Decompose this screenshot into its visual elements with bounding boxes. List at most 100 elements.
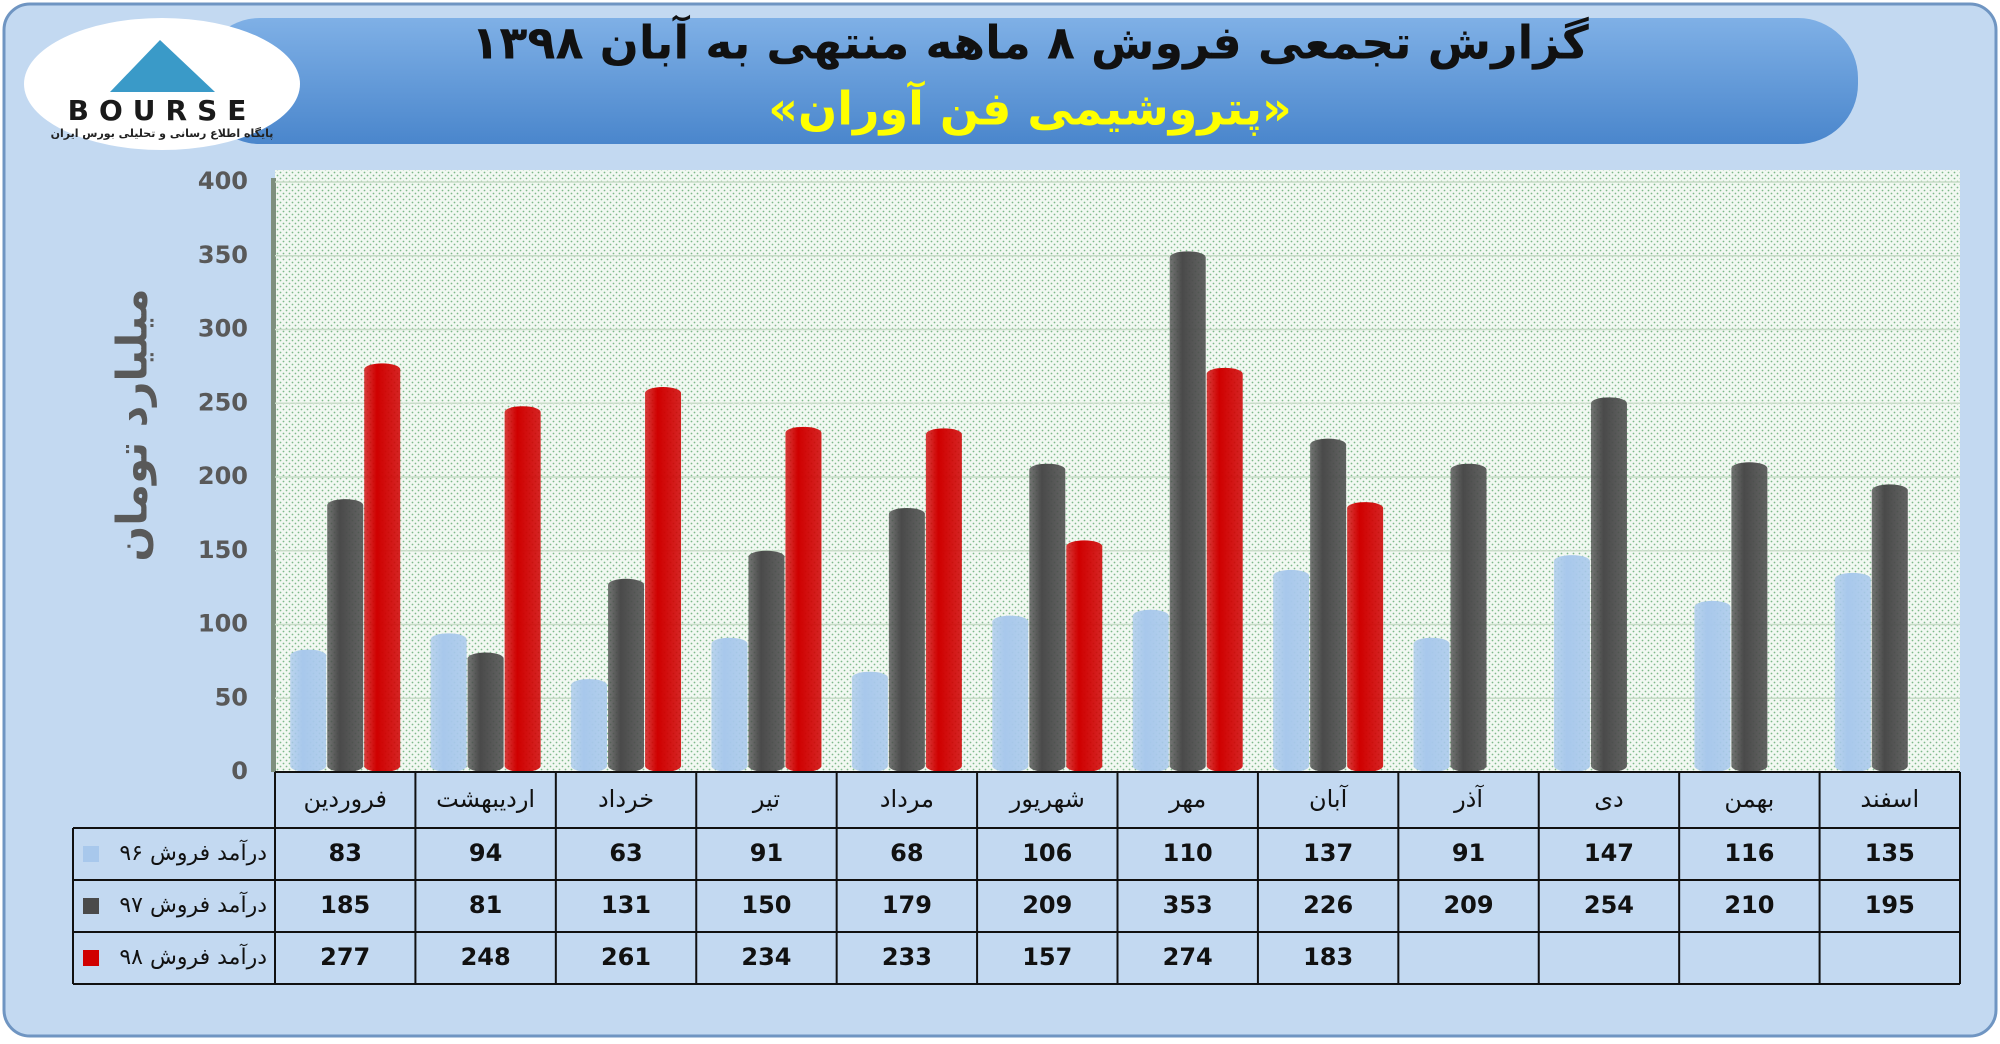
- table-value: 274: [1163, 943, 1213, 971]
- bar: [364, 363, 401, 772]
- table-value: 261: [601, 943, 651, 971]
- table-value: 94: [469, 839, 502, 867]
- bar: [1132, 609, 1169, 772]
- table-value: 81: [469, 891, 502, 919]
- table-value: 106: [1022, 839, 1072, 867]
- table-value: 185: [320, 891, 370, 919]
- table-value: 226: [1303, 891, 1353, 919]
- plot-wall: [271, 178, 276, 772]
- logo-mark: [110, 40, 215, 92]
- legend-swatch: [83, 898, 99, 914]
- bar: [748, 550, 785, 772]
- y-tick-label: 0: [231, 757, 248, 785]
- table-value: 195: [1865, 891, 1915, 919]
- legend-label: درآمد فروش ۹۶: [119, 839, 267, 866]
- bar: [290, 649, 327, 772]
- table-value: 157: [1022, 943, 1072, 971]
- bar: [327, 499, 364, 772]
- table-value: 179: [882, 891, 932, 919]
- x-tick-label: مرداد: [880, 785, 934, 813]
- table-value: 110: [1163, 839, 1213, 867]
- y-tick-label: 50: [215, 683, 248, 711]
- logo-caption: پایگاه اطلاع رسانی و تحلیلی بورس ایران: [51, 127, 274, 140]
- x-tick-label: اردیبهشت: [436, 785, 535, 813]
- x-tick-label: مهر: [1168, 785, 1206, 813]
- table-value: 233: [882, 943, 932, 971]
- bar: [608, 578, 645, 772]
- table-value: 353: [1163, 891, 1213, 919]
- bar: [1169, 251, 1206, 772]
- y-tick-label: 150: [198, 536, 248, 564]
- table-value: 150: [741, 891, 791, 919]
- table-value: 91: [750, 839, 783, 867]
- table-value: 135: [1865, 839, 1915, 867]
- title-banner: [200, 18, 1858, 144]
- legend-label: درآمد فروش ۹۷: [119, 891, 267, 918]
- y-tick-label: 250: [198, 388, 248, 416]
- bar: [888, 507, 925, 772]
- x-tick-label: شهریور: [1009, 785, 1085, 813]
- legend-swatch: [83, 950, 99, 966]
- table-value: 147: [1584, 839, 1634, 867]
- bar: [1694, 600, 1731, 772]
- bar: [1834, 572, 1871, 772]
- bar: [430, 633, 467, 772]
- bar: [1206, 367, 1243, 772]
- bar: [571, 679, 608, 772]
- bar: [992, 615, 1029, 772]
- table-value: 183: [1303, 943, 1353, 971]
- x-tick-label: اسفند: [1860, 785, 1919, 813]
- bar: [1871, 484, 1908, 772]
- table-value: 234: [741, 943, 791, 971]
- table-value: 209: [1443, 891, 1493, 919]
- x-tick-label: آذر: [1453, 784, 1484, 813]
- bar: [1347, 502, 1384, 772]
- table-value: 210: [1724, 891, 1774, 919]
- y-tick-label: 400: [198, 167, 248, 195]
- y-axis-label: میلیارد تومان: [108, 288, 158, 561]
- x-tick-label: خرداد: [598, 785, 654, 813]
- table-value: 68: [890, 839, 923, 867]
- table-value: 116: [1724, 839, 1774, 867]
- bar: [785, 426, 822, 772]
- x-tick-label: بهمن: [1724, 785, 1774, 813]
- bar: [1413, 637, 1450, 772]
- y-tick-label: 350: [198, 241, 248, 269]
- bar: [1590, 397, 1627, 772]
- x-tick-label: آبان: [1309, 784, 1349, 813]
- bar: [1066, 540, 1103, 772]
- bar: [504, 406, 541, 772]
- bar: [1450, 463, 1487, 772]
- table-value: 83: [329, 839, 362, 867]
- x-tick-label: دی: [1594, 785, 1623, 813]
- bar: [925, 428, 962, 772]
- bar: [1273, 569, 1310, 772]
- table-value: 254: [1584, 891, 1634, 919]
- table-value: 131: [601, 891, 651, 919]
- chart-subtitle: «پتروشیمی فن آوران»: [768, 81, 1292, 137]
- legend-swatch: [83, 846, 99, 862]
- bar: [1731, 462, 1768, 772]
- bar: [1553, 555, 1590, 772]
- table-value: 248: [461, 943, 511, 971]
- bar: [1310, 438, 1347, 772]
- legend-label: درآمد فروش ۹۸: [119, 943, 267, 970]
- x-tick-label: تیر: [752, 785, 780, 813]
- chart-title: گزارش تجمعی فروش ۸ ماهه منتهی به آبان ۱۳…: [471, 15, 1589, 70]
- bar: [467, 652, 504, 772]
- y-tick-label: 200: [198, 462, 248, 490]
- y-tick-label: 100: [198, 610, 248, 638]
- table-value: 63: [609, 839, 642, 867]
- plot-area: [275, 170, 1960, 772]
- table-value: 209: [1022, 891, 1072, 919]
- bar: [851, 671, 888, 772]
- x-tick-label: فروردین: [303, 785, 387, 813]
- bar: [645, 387, 682, 772]
- table-value: 277: [320, 943, 370, 971]
- bar: [1029, 463, 1066, 772]
- bar: [711, 637, 748, 772]
- logo-text: BOURSE: [68, 94, 257, 127]
- table-value: 91: [1452, 839, 1485, 867]
